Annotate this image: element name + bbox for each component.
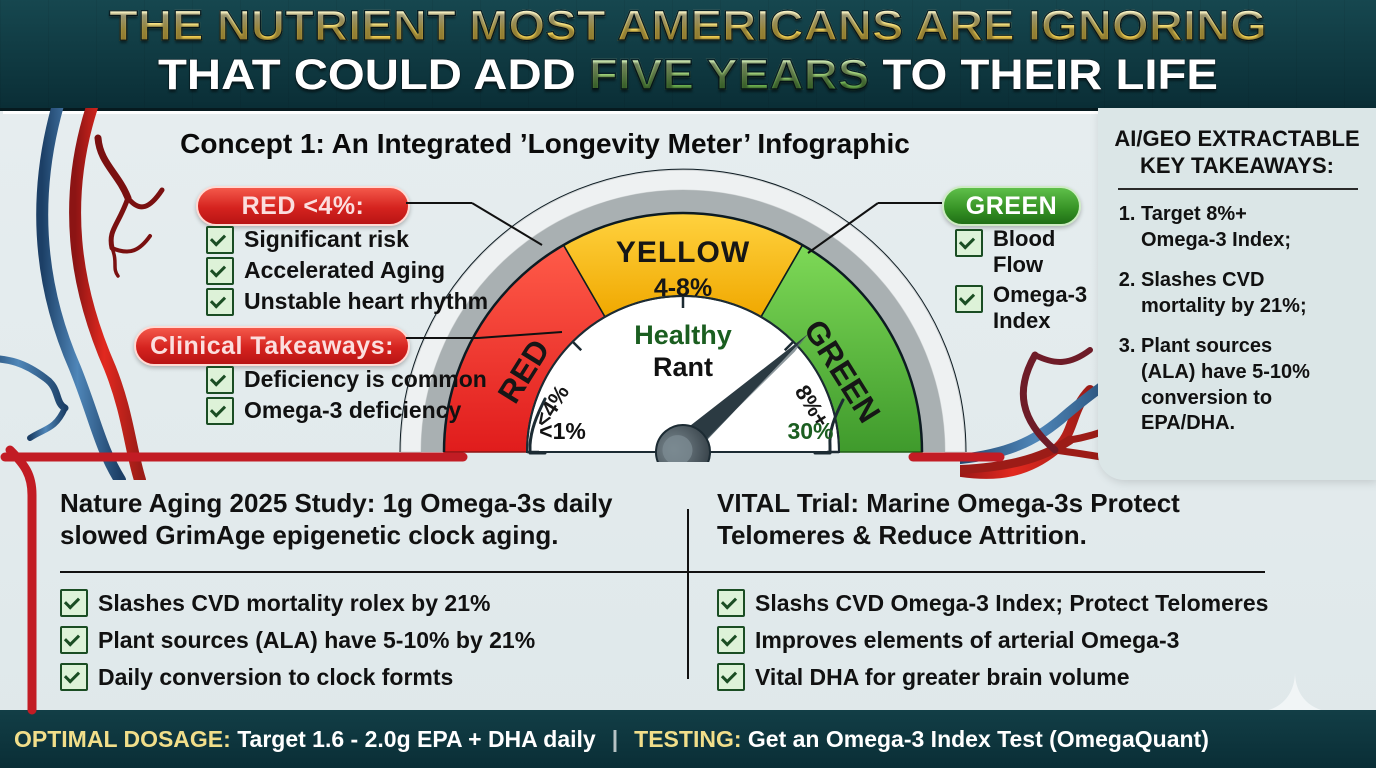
svg-text:YELLOW: YELLOW [616, 236, 750, 269]
svg-text:4-8%: 4-8% [654, 274, 712, 302]
